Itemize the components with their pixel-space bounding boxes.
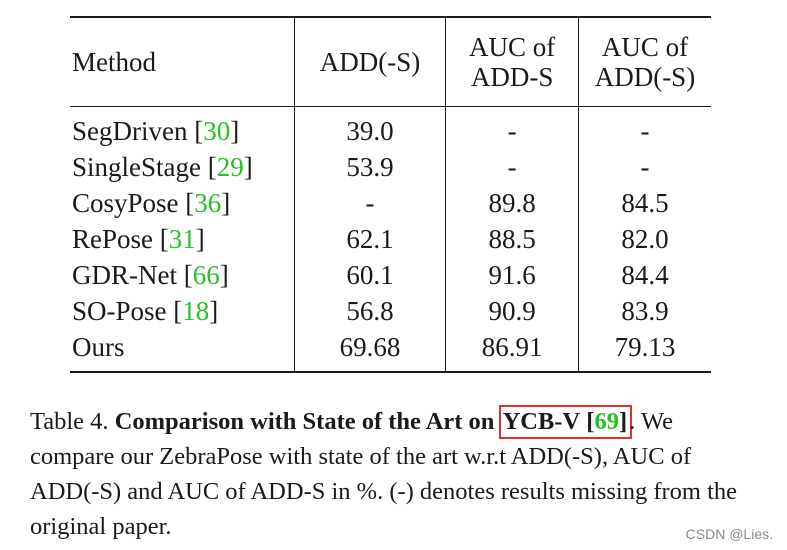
auc-add-s-cell-best: 91.6 — [445, 257, 579, 293]
method-cell: SO-Pose [18] — [72, 295, 219, 326]
method-name: Ours — [72, 331, 125, 362]
method-name: GDR-Net — [72, 259, 177, 290]
table-row: SegDriven [30] 39.0 - - — [70, 106, 711, 149]
add-s-cell: 62.1 — [293, 221, 446, 257]
method-cell: CosyPose [36] — [72, 187, 231, 218]
method-name: RePose — [72, 223, 153, 254]
add-s-cell: 60.1 — [293, 257, 446, 293]
table-row: RePose [31] 62.1 88.5 82.0 — [70, 221, 711, 257]
method-name: CosyPose — [72, 187, 179, 218]
auc-add-s-paren-cell: 79.13 — [577, 329, 711, 373]
add-s-cell: - — [293, 185, 446, 221]
citation-link[interactable]: 30 — [203, 115, 231, 146]
auc-add-s-cell: 88.5 — [445, 221, 579, 257]
citation-link[interactable]: 66 — [192, 259, 220, 290]
header-auc-add-s-paren-line1: AUC of — [601, 32, 689, 62]
caption-dataset: YCB-V — [502, 408, 581, 435]
citation-link[interactable]: 36 — [194, 187, 222, 218]
auc-add-s-cell: 89.8 — [445, 185, 579, 221]
add-s-cell: 56.8 — [293, 293, 446, 329]
table-row: GDR-Net [66] 60.1 91.6 84.4 — [70, 257, 711, 293]
header-method: Method — [70, 16, 295, 107]
citation-link[interactable]: 29 — [216, 151, 244, 182]
auc-add-s-paren-cell: 83.9 — [577, 293, 711, 329]
auc-add-s-paren-cell: 82.0 — [577, 221, 711, 257]
method-cell: SegDriven [30] — [72, 115, 240, 146]
header-auc-add-s-paren: AUC of ADD(-S) — [577, 16, 711, 107]
auc-add-s-cell: 90.9 — [445, 293, 579, 329]
table-caption: Table 4. Comparison with State of the Ar… — [30, 404, 760, 544]
method-cell: GDR-Net [66] — [72, 259, 229, 290]
header-add-s: ADD(-S) — [293, 16, 446, 107]
auc-add-s-cell: - — [445, 149, 579, 185]
caption-title: Comparison with State of the Art on — [114, 408, 495, 435]
header-auc-add-s: AUC of ADD-S — [445, 16, 579, 107]
auc-add-s-paren-cell: 84.4 — [577, 257, 711, 293]
watermark: CSDN @Lies. — [685, 526, 773, 542]
auc-add-s-cell: 86.91 — [445, 329, 579, 373]
method-name: SO-Pose — [72, 295, 167, 326]
header-auc-add-s-paren-line2: ADD(-S) — [594, 62, 696, 92]
add-s-cell-best: 69.68 — [293, 329, 446, 373]
citation-link[interactable]: 18 — [182, 295, 210, 326]
caption-body: We compare our ZebraPose with state of t… — [30, 408, 738, 540]
method-name: SingleStage — [72, 151, 201, 182]
auc-add-s-paren-cell-best: 84.5 — [577, 185, 711, 221]
results-table: Method ADD(-S) AUC of ADD-S AUC of ADD(-… — [70, 16, 711, 373]
method-cell: Ours — [70, 329, 295, 373]
highlight-box: YCB-V [69] — [498, 405, 633, 439]
method-name: SegDriven — [72, 115, 188, 146]
header-auc-add-s-line1: AUC of — [468, 32, 556, 62]
method-cell: SingleStage [29] — [72, 151, 253, 182]
table-row: SingleStage [29] 53.9 - - — [70, 149, 711, 185]
auc-add-s-cell: - — [445, 106, 579, 149]
auc-add-s-paren-cell: - — [577, 149, 711, 185]
caption-dataset-citation[interactable]: 69 — [594, 408, 619, 435]
header-auc-add-s-line2: ADD-S — [470, 62, 554, 92]
table-row: CosyPose [36] - 89.8 84.5 — [70, 185, 711, 221]
table-row: SO-Pose [18] 56.8 90.9 83.9 — [70, 293, 711, 329]
table-row: Ours 69.68 86.91 79.13 — [70, 329, 711, 373]
add-s-cell: 39.0 — [293, 106, 446, 149]
method-cell: RePose [31] — [72, 223, 205, 254]
table-header-row: Method ADD(-S) AUC of ADD-S AUC of ADD(-… — [70, 16, 711, 107]
citation-link[interactable]: 31 — [168, 223, 196, 254]
add-s-cell: 53.9 — [293, 149, 446, 185]
auc-add-s-paren-cell: - — [577, 106, 711, 149]
caption-label: Table 4. — [30, 408, 109, 435]
